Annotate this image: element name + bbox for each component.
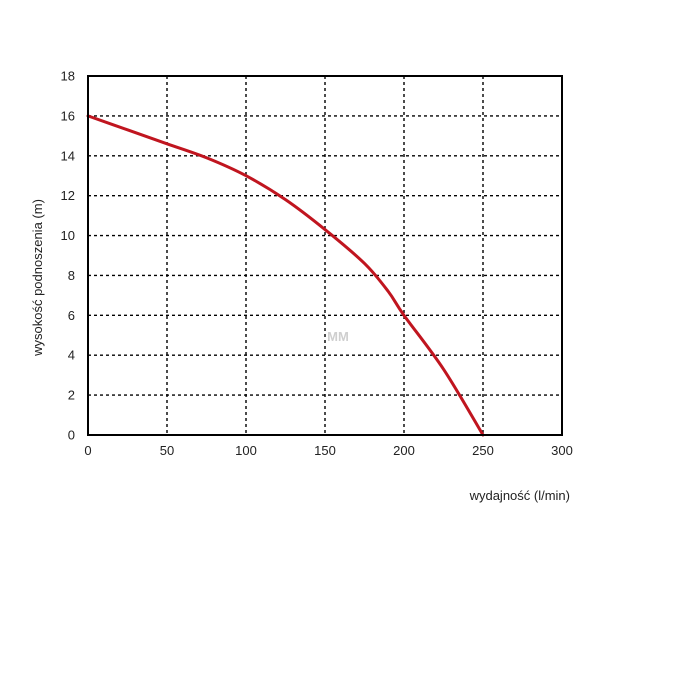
x-tick-label: 150 — [314, 443, 336, 458]
plot-frame — [87, 75, 563, 436]
y-axis-ticks: 0 2 4 6 8 10 12 14 16 18 — [61, 69, 75, 443]
y-tick-label: 8 — [68, 268, 75, 283]
y-tick-label: 2 — [68, 388, 75, 403]
y-tick-label: 0 — [68, 428, 75, 443]
y-tick-label: 10 — [61, 228, 75, 243]
watermark-text: MM — [327, 329, 349, 344]
x-tick-label: 250 — [472, 443, 494, 458]
grid — [88, 76, 562, 435]
series-line — [86, 114, 485, 437]
y-tick-label: 6 — [68, 308, 75, 323]
series-group — [86, 114, 485, 437]
x-axis-label: wydajność (l/min) — [469, 488, 570, 503]
x-tick-label: 0 — [84, 443, 91, 458]
y-axis-label: wysokość podnoszenia (m) — [30, 199, 45, 357]
x-tick-label: 100 — [235, 443, 257, 458]
x-tick-label: 50 — [160, 443, 174, 458]
y-tick-label: 18 — [61, 69, 75, 84]
y-tick-label: 4 — [68, 348, 75, 363]
y-tick-label: 12 — [61, 188, 75, 203]
y-tick-label: 16 — [61, 108, 75, 123]
x-axis-ticks: 0 50 100 150 200 250 300 — [84, 443, 572, 458]
x-tick-label: 200 — [393, 443, 415, 458]
x-tick-label: 300 — [551, 443, 573, 458]
y-tick-label: 14 — [61, 148, 75, 163]
